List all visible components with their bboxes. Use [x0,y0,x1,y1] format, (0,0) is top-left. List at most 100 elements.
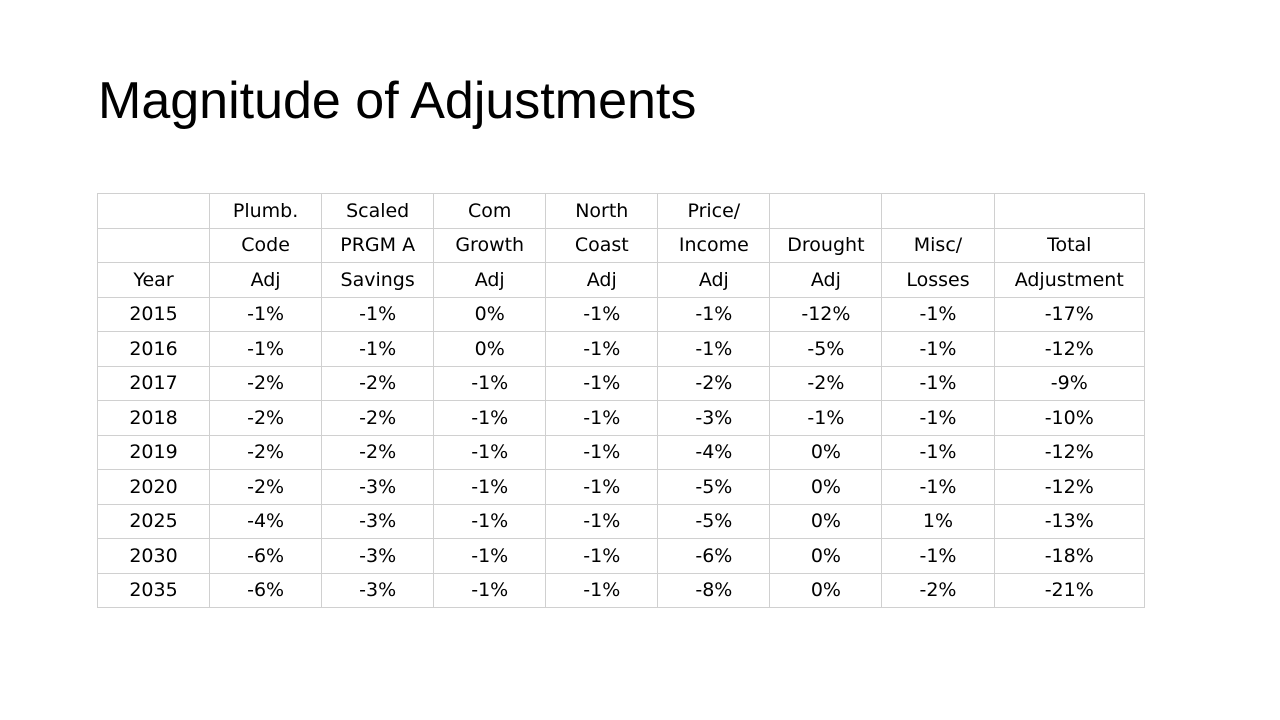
header-cell-price-income-adj: Adj [657,262,771,298]
header-cell-total-adjustment: Total [993,227,1145,263]
header-cell-price-income-adj: Price/ [657,193,771,229]
table-row: 2016 -1% -1% 0% -1% -1% -5% -1% -12% [96,331,1145,367]
header-cell-total-adjustment: Adjustment [993,262,1145,298]
header-cell-com-growth-adj: Growth [433,227,547,263]
year-cell: 2025 [96,503,211,539]
header-cell-north-coast-adj: North [545,193,659,229]
value-cell-plumb-code-adj: -4% [209,503,323,539]
table-row: 2030 -6% -3% -1% -1% -6% 0% -1% -18% [96,538,1145,574]
adjustments-table: Plumb. Scaled Com North Price/Code PRGM A Grow… [96,193,1145,608]
value-cell-com-growth-adj: -1% [433,538,547,574]
value-cell-scaled-prgm-a-savings: -2% [321,434,435,470]
value-cell-scaled-prgm-a-savings: -2% [321,365,435,401]
value-cell-com-growth-adj: -1% [433,572,547,608]
year-cell: 2030 [96,538,211,574]
table-row: 2018 -2% -2% -1% -1% -3% -1% -1% -10% [96,400,1145,436]
value-cell-total-adjustment: -18% [993,538,1145,574]
value-cell-misc-losses: -1% [881,331,995,367]
value-cell-com-growth-adj: -1% [433,469,547,505]
year-cell: 2015 [96,296,211,332]
table-row: 2035 -6% -3% -1% -1% -8% 0% -2% -21% [96,572,1145,608]
header-cell-plumb-code-adj: Adj [209,262,323,298]
value-cell-scaled-prgm-a-savings: -1% [321,296,435,332]
value-cell-scaled-prgm-a-savings: -3% [321,469,435,505]
value-cell-drought-adj: -1% [769,400,883,436]
header-cell-misc-losses [881,193,995,229]
value-cell-price-income-adj: -8% [657,572,771,608]
value-cell-misc-losses: 1% [881,503,995,539]
header-cell-scaled-prgm-a-savings: PRGM A [321,227,435,263]
value-cell-north-coast-adj: -1% [545,331,659,367]
header-row: Plumb. Scaled Com North Price/ [96,193,1145,229]
value-cell-drought-adj: 0% [769,572,883,608]
header-cell-year [96,193,211,229]
value-cell-price-income-adj: -5% [657,503,771,539]
value-cell-misc-losses: -1% [881,365,995,401]
value-cell-total-adjustment: -10% [993,400,1145,436]
header-row: Year Adj Savings Adj Adj Adj Adj Losses Adjustme… [96,262,1145,298]
header-cell-drought-adj: Adj [769,262,883,298]
value-cell-plumb-code-adj: -6% [209,572,323,608]
value-cell-plumb-code-adj: -2% [209,365,323,401]
value-cell-plumb-code-adj: -2% [209,469,323,505]
header-cell-drought-adj [769,193,883,229]
header-cell-north-coast-adj: Adj [545,262,659,298]
value-cell-com-growth-adj: -1% [433,503,547,539]
value-cell-north-coast-adj: -1% [545,469,659,505]
header-cell-com-growth-adj: Com [433,193,547,229]
value-cell-north-coast-adj: -1% [545,365,659,401]
value-cell-price-income-adj: -5% [657,469,771,505]
value-cell-drought-adj: -2% [769,365,883,401]
value-cell-misc-losses: -2% [881,572,995,608]
value-cell-north-coast-adj: -1% [545,538,659,574]
value-cell-misc-losses: -1% [881,296,995,332]
value-cell-com-growth-adj: -1% [433,434,547,470]
table-row: 2015 -1% -1% 0% -1% -1% -12% -1% -17% [96,296,1145,332]
value-cell-scaled-prgm-a-savings: -2% [321,400,435,436]
value-cell-north-coast-adj: -1% [545,296,659,332]
value-cell-drought-adj: -12% [769,296,883,332]
value-cell-north-coast-adj: -1% [545,503,659,539]
value-cell-plumb-code-adj: -2% [209,434,323,470]
value-cell-total-adjustment: -13% [993,503,1145,539]
header-cell-year: Year [96,262,211,298]
table-body: Plumb. Scaled Com North Price/Code PRGM A Grow… [96,193,1145,608]
year-cell: 2016 [96,331,211,367]
value-cell-drought-adj: 0% [769,469,883,505]
year-cell: 2018 [96,400,211,436]
table-row: 2019 -2% -2% -1% -1% -4% 0% -1% -12% [96,434,1145,470]
value-cell-misc-losses: -1% [881,538,995,574]
value-cell-north-coast-adj: -1% [545,400,659,436]
value-cell-north-coast-adj: -1% [545,572,659,608]
value-cell-scaled-prgm-a-savings: -1% [321,331,435,367]
header-cell-scaled-prgm-a-savings: Scaled [321,193,435,229]
value-cell-com-growth-adj: -1% [433,400,547,436]
header-row: Code PRGM A Growth Coast Income Drought Misc/T… [96,227,1145,263]
value-cell-plumb-code-adj: -1% [209,296,323,332]
header-cell-north-coast-adj: Coast [545,227,659,263]
value-cell-com-growth-adj: 0% [433,296,547,332]
value-cell-total-adjustment: -17% [993,296,1145,332]
value-cell-drought-adj: -5% [769,331,883,367]
header-cell-misc-losses: Losses [881,262,995,298]
header-cell-drought-adj: Drought [769,227,883,263]
value-cell-north-coast-adj: -1% [545,434,659,470]
value-cell-price-income-adj: -3% [657,400,771,436]
value-cell-plumb-code-adj: -1% [209,331,323,367]
header-cell-plumb-code-adj: Code [209,227,323,263]
header-cell-plumb-code-adj: Plumb. [209,193,323,229]
year-cell: 2020 [96,469,211,505]
table-row: 2025 -4% -3% -1% -1% -5% 0% 1% -13% [96,503,1145,539]
value-cell-price-income-adj: -4% [657,434,771,470]
value-cell-price-income-adj: -1% [657,331,771,367]
table-row: 2020 -2% -3% -1% -1% -5% 0% -1% -12% [96,469,1145,505]
header-cell-year [96,227,211,263]
header-cell-com-growth-adj: Adj [433,262,547,298]
table-row: 2017 -2% -2% -1% -1% -2% -2% -1% -9% [96,365,1145,401]
value-cell-drought-adj: 0% [769,503,883,539]
value-cell-misc-losses: -1% [881,400,995,436]
value-cell-total-adjustment: -9% [993,365,1145,401]
value-cell-total-adjustment: -12% [993,469,1145,505]
value-cell-drought-adj: 0% [769,434,883,470]
value-cell-scaled-prgm-a-savings: -3% [321,572,435,608]
